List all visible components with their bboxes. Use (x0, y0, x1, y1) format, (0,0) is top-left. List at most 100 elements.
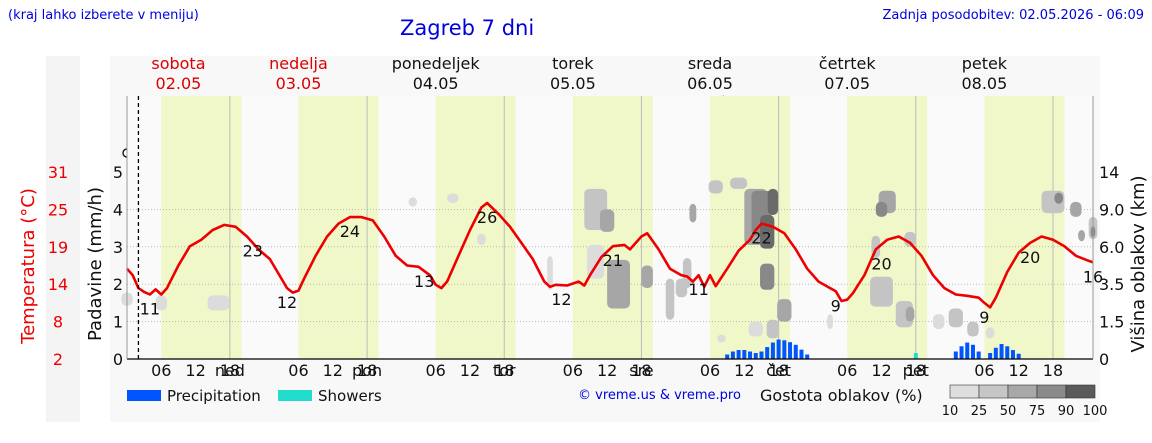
legend-precip-swatch (127, 390, 161, 401)
day-date: 02.05 (156, 74, 202, 93)
cloud-cell (1078, 229, 1085, 242)
precip-bar (742, 350, 747, 359)
cloud-cell (599, 209, 615, 232)
precip-bar (993, 347, 998, 359)
day-name: petek (962, 54, 1008, 73)
day-date: 06.05 (687, 74, 733, 93)
daytime-band (298, 96, 379, 359)
legend-cloud-swatch (978, 384, 1009, 399)
precip-tick: 5 (113, 163, 123, 182)
precip-tick: 3 (113, 238, 123, 257)
precip-bar (730, 351, 735, 359)
cloud-cell (827, 314, 833, 330)
temp-tick: 19 (48, 238, 68, 257)
temp-label: 11 (688, 280, 708, 299)
cloud-cell (767, 188, 779, 216)
temp-tick: 25 (48, 200, 68, 219)
cloud-cell (967, 321, 979, 337)
temp-label: 9 (979, 308, 989, 327)
cloud-height-tick: 9.0 (1099, 200, 1124, 219)
daytime-band (984, 96, 1065, 359)
legend-cloud-level: 75 (1029, 404, 1046, 419)
day-abbr-label: čet (766, 361, 791, 380)
cloud-cell (905, 306, 915, 322)
day-name: ponedeljek (392, 54, 481, 73)
cloud-cell (1070, 201, 1082, 217)
precip-bar (770, 342, 775, 359)
precip-bar (988, 353, 993, 359)
cloud-cell (477, 233, 486, 245)
temp-tick: 31 (48, 163, 68, 182)
precip-bar (805, 354, 810, 359)
temp-label: 22 (751, 229, 771, 248)
precip-bar (970, 344, 975, 359)
cloud-cell (870, 276, 893, 307)
cloud-height-tick: 0 (1099, 350, 1109, 369)
region-hint: (kraj lahko izberete v meniju) (8, 8, 199, 23)
day-name: nedelja (269, 54, 328, 73)
cloud-cell (708, 180, 723, 194)
legend-cloud-swatch (1007, 384, 1038, 399)
hour-label: 06 (974, 361, 994, 380)
temp-tick: 2 (53, 350, 63, 369)
precip-bar (1016, 353, 1021, 359)
hour-label: 12 (734, 361, 754, 380)
precip-bar (1010, 350, 1015, 359)
cloud-cell (547, 256, 553, 290)
temp-label: 20 (1020, 248, 1040, 267)
left-margin-band (46, 56, 80, 422)
hour-label: 06 (425, 361, 445, 380)
temp-label: 13 (414, 272, 434, 291)
temp-label: 11 (140, 300, 160, 319)
cloud-cell (717, 334, 726, 343)
day-name: sobota (151, 54, 205, 73)
legend-cloud-level: 10 (942, 404, 959, 419)
precip-bar (959, 346, 964, 359)
day-name: četrtek (819, 54, 877, 73)
day-abbr-label: pet (903, 361, 929, 380)
temp-label: 21 (603, 251, 623, 270)
precip-bar (725, 354, 730, 359)
day-name: torek (552, 54, 594, 73)
cloud-cell (587, 244, 605, 279)
precip-axis-label: Padavine (mm/h) (85, 187, 106, 341)
cloud-cell (760, 263, 775, 290)
day-abbr-label: ned (215, 361, 245, 380)
legend-cloud-swatch (1036, 384, 1067, 399)
legend-cloud-level: 90 (1058, 404, 1075, 419)
cloud-cell (730, 177, 748, 189)
cloud-cell (777, 299, 792, 322)
cloud-axis-label: Višina oblakov (km) (1128, 175, 1149, 352)
precip-bar (748, 351, 753, 359)
hour-label: 12 (597, 361, 617, 380)
shower-bar (913, 353, 918, 359)
precip-tick: 2 (113, 275, 123, 294)
day-date: 03.05 (276, 74, 322, 93)
legend-cloud-swatch (1065, 384, 1096, 399)
cloud-cell (641, 265, 653, 288)
precip-bar (759, 351, 764, 359)
hour-label: 18 (220, 361, 240, 380)
day-date: 07.05 (824, 74, 870, 93)
cloud-cell (682, 258, 692, 288)
cloud-cell (408, 197, 418, 207)
credit-text: © vreme.us & vreme.pro (578, 388, 741, 403)
hour-label: 06 (288, 361, 308, 380)
precip-bar (736, 350, 741, 359)
cloud-cell (748, 321, 763, 337)
cloud-cell (155, 295, 168, 311)
legend-showers-label: Showers (318, 387, 382, 405)
temp-label: 26 (477, 208, 497, 227)
hour-label: 12 (1009, 361, 1029, 380)
temp-axis-label: Temperatura (°C) (18, 188, 39, 345)
hour-label: 12 (871, 361, 891, 380)
legend-cloud-level: 50 (1000, 404, 1017, 419)
hour-label: 18 (906, 361, 926, 380)
legend-precip-label: Precipitation (167, 387, 261, 405)
hour-label: 12 (185, 361, 205, 380)
hour-label: 06 (151, 361, 171, 380)
cloud-cell (985, 327, 995, 339)
cloud-cell (932, 314, 945, 330)
